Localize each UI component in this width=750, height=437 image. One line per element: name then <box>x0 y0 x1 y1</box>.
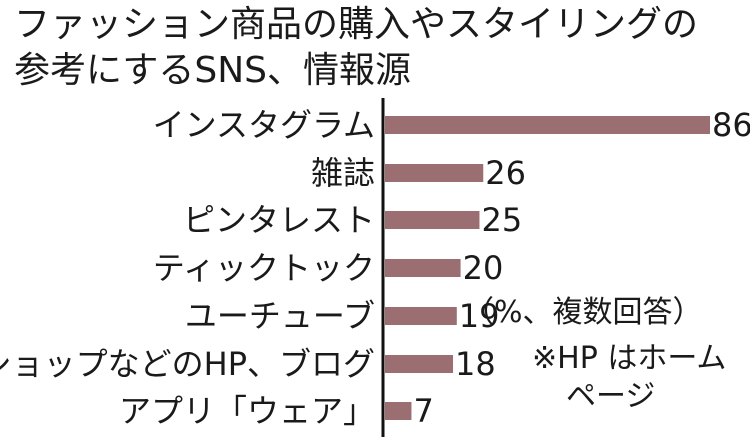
value-label: 18 <box>455 345 496 383</box>
value-label: 20 <box>463 249 504 287</box>
category-label: ショップなどのHP、ブログ <box>0 345 375 383</box>
chart-title-line-2: 参考にするSNS、情報源 <box>14 50 411 91</box>
value-label: 25 <box>481 201 522 239</box>
value-label: 86 <box>712 106 750 144</box>
bar <box>385 116 710 134</box>
category-label: ピンタレスト <box>183 201 375 239</box>
unit-note: （%、複数回答） <box>464 295 703 330</box>
bar <box>385 355 454 373</box>
category-label: アプリ「ウェア」 <box>119 392 375 430</box>
category-label: インスタグラム <box>153 106 375 144</box>
bar <box>385 164 484 182</box>
bar <box>385 259 461 277</box>
bar <box>385 402 412 420</box>
chart-title: ファッション商品の購入やスタイリングの 参考にするSNS、情報源 <box>14 2 744 94</box>
value-label: 7 <box>413 392 433 430</box>
bar <box>385 307 457 325</box>
category-label: ユーチューブ <box>185 297 375 335</box>
value-label: 26 <box>485 154 526 192</box>
hp-footnote-line-1: ※HP はホーム <box>532 341 727 376</box>
value-label: 19 <box>459 297 500 335</box>
bar <box>385 211 480 229</box>
category-label: ティックトック <box>153 249 375 287</box>
chart-title-line-1: ファッション商品の購入やスタイリングの <box>14 4 699 45</box>
hp-footnote-line-2: ページ <box>566 379 656 414</box>
category-label: 雑誌 <box>311 154 375 192</box>
